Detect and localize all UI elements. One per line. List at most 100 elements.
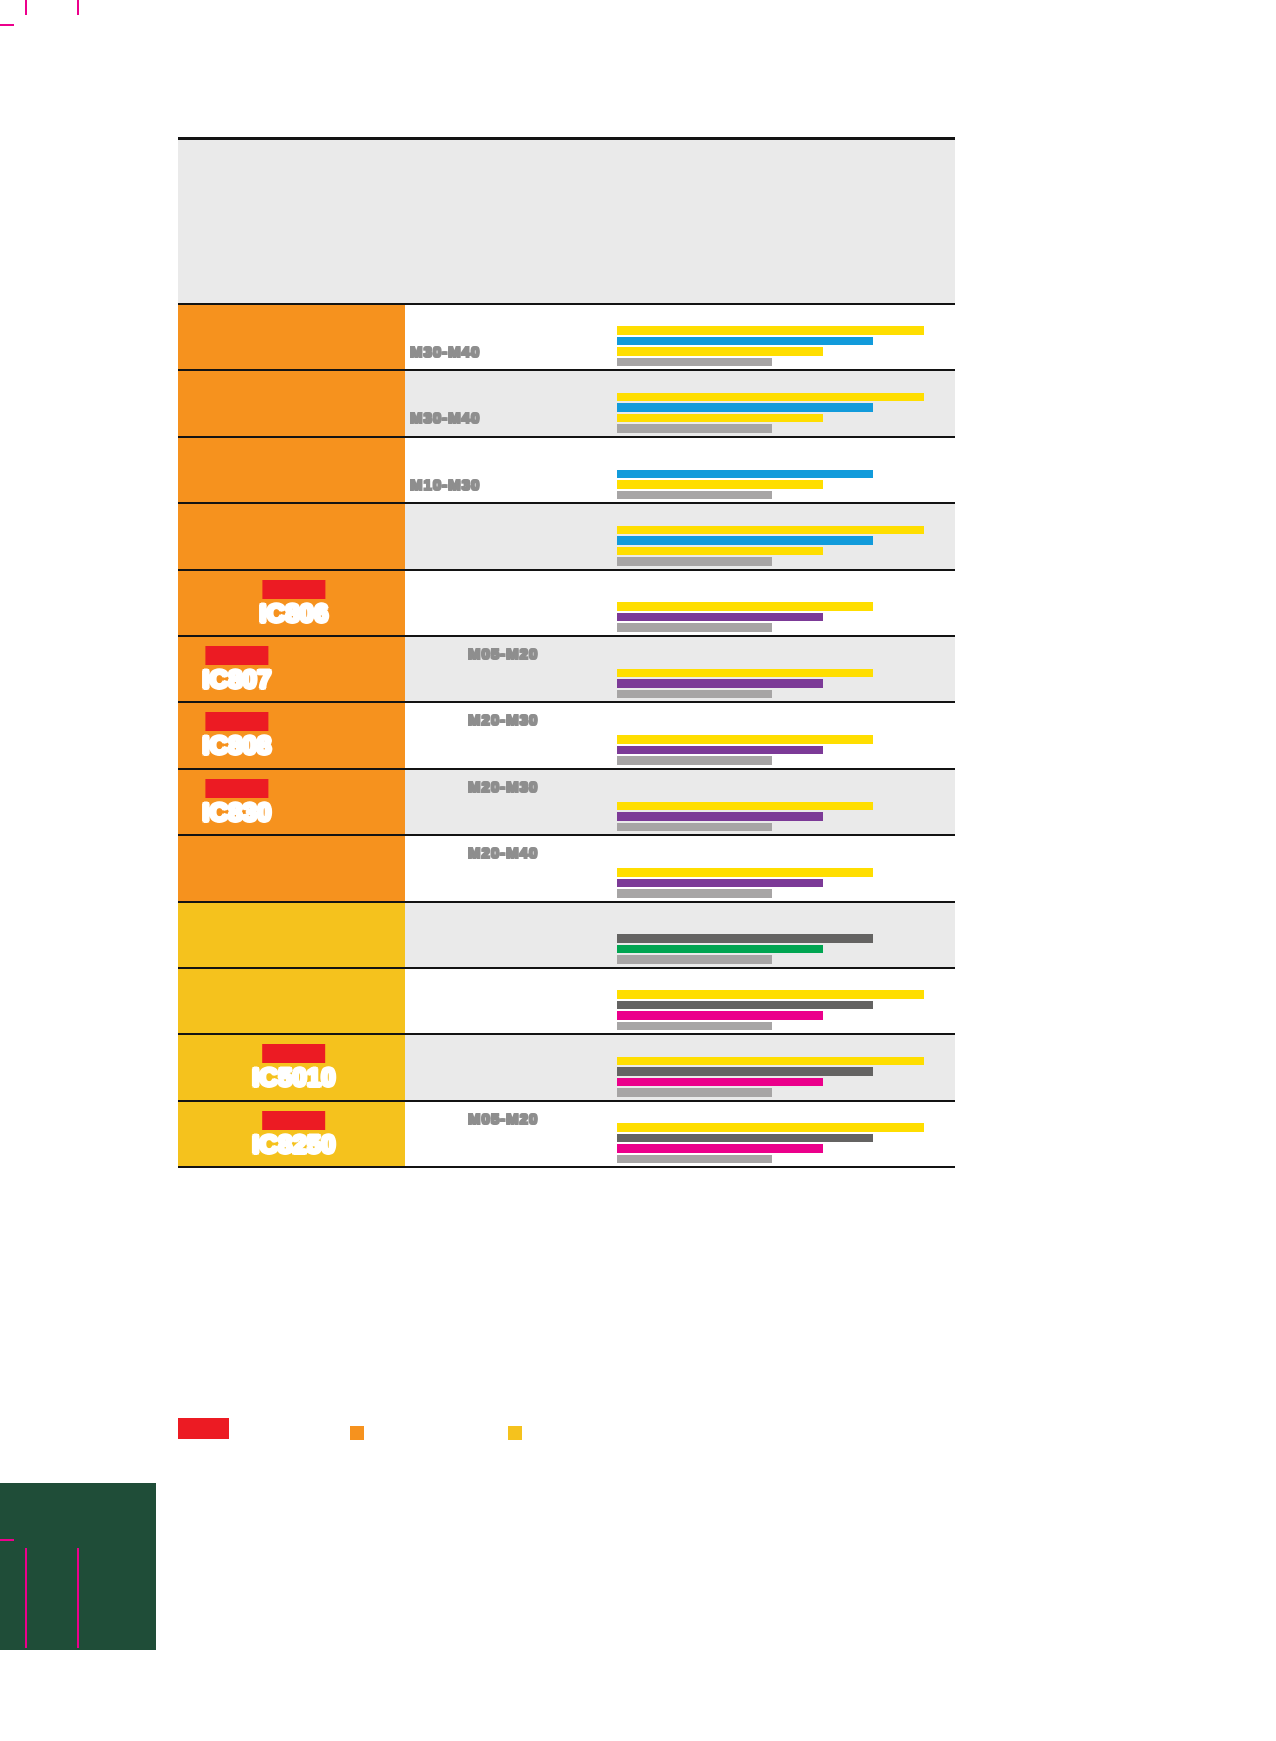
application-bar-magenta	[617, 1077, 823, 1087]
application-bars	[617, 1123, 924, 1164]
grade-cell	[178, 371, 405, 436]
application-bar-dark_gray	[617, 1133, 873, 1143]
grade-name: IC5010	[252, 1064, 336, 1093]
grade-cell	[178, 836, 405, 901]
machining-range-label: M20-M40	[468, 845, 539, 863]
table-row: IC830 M20-M30	[178, 769, 955, 837]
table-row: M10-M30	[178, 437, 955, 505]
application-bar-yellow	[617, 735, 873, 744]
application-bar-blue	[617, 469, 873, 479]
grade-cell: IC8250	[178, 1101, 405, 1167]
application-bars	[617, 735, 873, 765]
application-bar-yellow	[617, 801, 873, 811]
machining-range-label: M10-M30	[410, 476, 481, 494]
machining-range-label: M30-M40	[410, 410, 481, 428]
application-bar-gray	[617, 623, 772, 632]
application-bar-gray	[617, 689, 772, 699]
table-row	[178, 902, 955, 969]
grade-name: IC808	[202, 732, 272, 761]
application-bars	[617, 1056, 924, 1097]
machining-range-label: M20-M30	[468, 712, 539, 730]
table-row: IC808 M20-M30	[178, 703, 955, 770]
application-bars	[617, 326, 924, 367]
new-badge	[205, 712, 269, 732]
application-bars	[617, 868, 873, 898]
table-row	[178, 968, 955, 1036]
grade-cell	[178, 504, 405, 569]
new-badge	[205, 778, 269, 798]
table-row: M30-M40	[178, 371, 955, 438]
legend-yellow-swatch	[508, 1426, 522, 1440]
grade-cell: IC5010	[178, 1035, 405, 1100]
application-bars	[617, 392, 924, 433]
grade-name: IC806	[259, 599, 329, 628]
product-block: IC830	[202, 778, 271, 826]
application-bars	[617, 469, 873, 500]
application-bar-gray	[617, 1021, 772, 1031]
application-bar-purple	[617, 745, 823, 755]
application-bar-blue	[617, 336, 873, 346]
application-bar-yellow	[617, 525, 924, 535]
application-bar-gray	[617, 557, 772, 566]
application-bar-yellow	[617, 347, 823, 356]
reg-mark-top-v1	[25, 0, 27, 15]
grade-name: IC8250	[252, 1130, 336, 1159]
application-bar-yellow	[617, 413, 823, 423]
application-bar-yellow	[617, 392, 924, 402]
table-rows: M30-M40 M30-M40 M10-M30 IC806 IC807 M05-M20 IC…	[178, 305, 955, 1169]
application-bar-green	[617, 944, 823, 954]
grade-cell	[178, 968, 405, 1034]
application-bar-blue	[617, 403, 873, 412]
application-bars	[617, 801, 873, 832]
application-bar-gray	[617, 424, 772, 433]
product-block: IC5010	[252, 1044, 336, 1091]
application-bar-yellow	[617, 990, 924, 999]
application-bar-yellow	[617, 1056, 924, 1066]
reg-mark-bottom-v1	[25, 1548, 27, 1648]
application-bar-gray	[617, 822, 772, 832]
application-bar-gray	[617, 357, 772, 367]
reg-mark-top-v2	[77, 0, 79, 15]
new-badge	[205, 645, 269, 665]
reg-mark-top-h	[0, 24, 14, 26]
grade-name: IC807	[202, 665, 272, 694]
application-bar-gray	[617, 1154, 772, 1164]
machining-range-label: M05-M20	[468, 645, 539, 663]
legend-red-swatch	[178, 1418, 229, 1439]
grade-cell: IC830	[178, 769, 405, 835]
product-block: IC8250	[252, 1110, 336, 1159]
new-badge	[262, 1044, 326, 1064]
machining-range-label: M30-M40	[410, 344, 481, 361]
machining-range-label: M05-M20	[468, 1110, 539, 1128]
grade-cell	[178, 902, 405, 967]
application-bar-dark_gray	[617, 1000, 873, 1010]
application-bar-gray	[617, 955, 772, 964]
application-bar-magenta	[617, 1011, 823, 1020]
table-row: IC8250 M05-M20	[178, 1101, 955, 1169]
table-row	[178, 504, 955, 571]
table-row: IC807 M05-M20	[178, 636, 955, 704]
grade-cell	[178, 437, 405, 503]
application-bar-purple	[617, 679, 823, 688]
new-badge	[262, 1110, 326, 1130]
product-block: IC808	[202, 712, 271, 759]
table-header-box	[178, 140, 955, 305]
product-block: IC806	[259, 579, 329, 628]
application-bars	[617, 668, 873, 699]
grade-cell: IC806	[178, 570, 405, 635]
table-row: M30-M40	[178, 305, 955, 372]
table-row: M20-M40	[178, 836, 955, 903]
application-bar-purple	[617, 612, 823, 622]
reg-mark-bottom-h	[0, 1539, 14, 1541]
grade-application-table: M30-M40 M30-M40 M10-M30 IC806 IC807 M05-M20 IC…	[178, 137, 955, 1169]
application-bar-gray	[617, 490, 772, 500]
grade-cell: IC808	[178, 703, 405, 768]
new-badge	[262, 579, 326, 599]
application-bar-dark_gray	[617, 934, 873, 943]
application-bars	[617, 525, 924, 566]
reg-mark-bottom-v2	[77, 1548, 79, 1648]
application-bar-dark_gray	[617, 1067, 873, 1076]
application-bar-yellow	[617, 668, 873, 678]
grade-cell	[178, 305, 405, 370]
